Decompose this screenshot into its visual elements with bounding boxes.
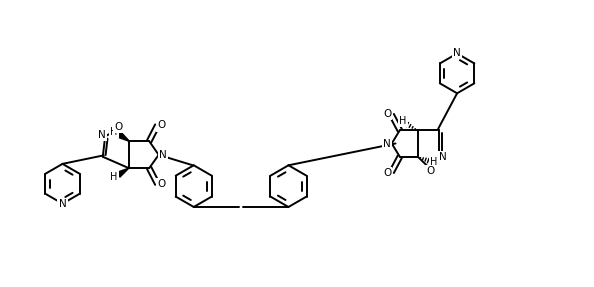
Polygon shape (117, 168, 129, 177)
Text: O: O (426, 166, 434, 177)
Text: O: O (114, 122, 122, 132)
Text: H: H (110, 127, 118, 137)
Text: H: H (399, 116, 407, 126)
Text: H: H (429, 158, 437, 167)
Text: O: O (383, 109, 391, 119)
Text: N: N (59, 199, 67, 209)
Polygon shape (117, 132, 129, 141)
Text: N: N (98, 130, 106, 140)
Text: N: N (383, 139, 391, 148)
Text: N: N (159, 150, 167, 160)
Text: H: H (110, 172, 118, 182)
Text: O: O (157, 179, 166, 189)
Text: O: O (157, 121, 166, 131)
Text: N: N (439, 152, 447, 162)
Text: O: O (383, 168, 391, 178)
Text: N: N (453, 48, 461, 58)
